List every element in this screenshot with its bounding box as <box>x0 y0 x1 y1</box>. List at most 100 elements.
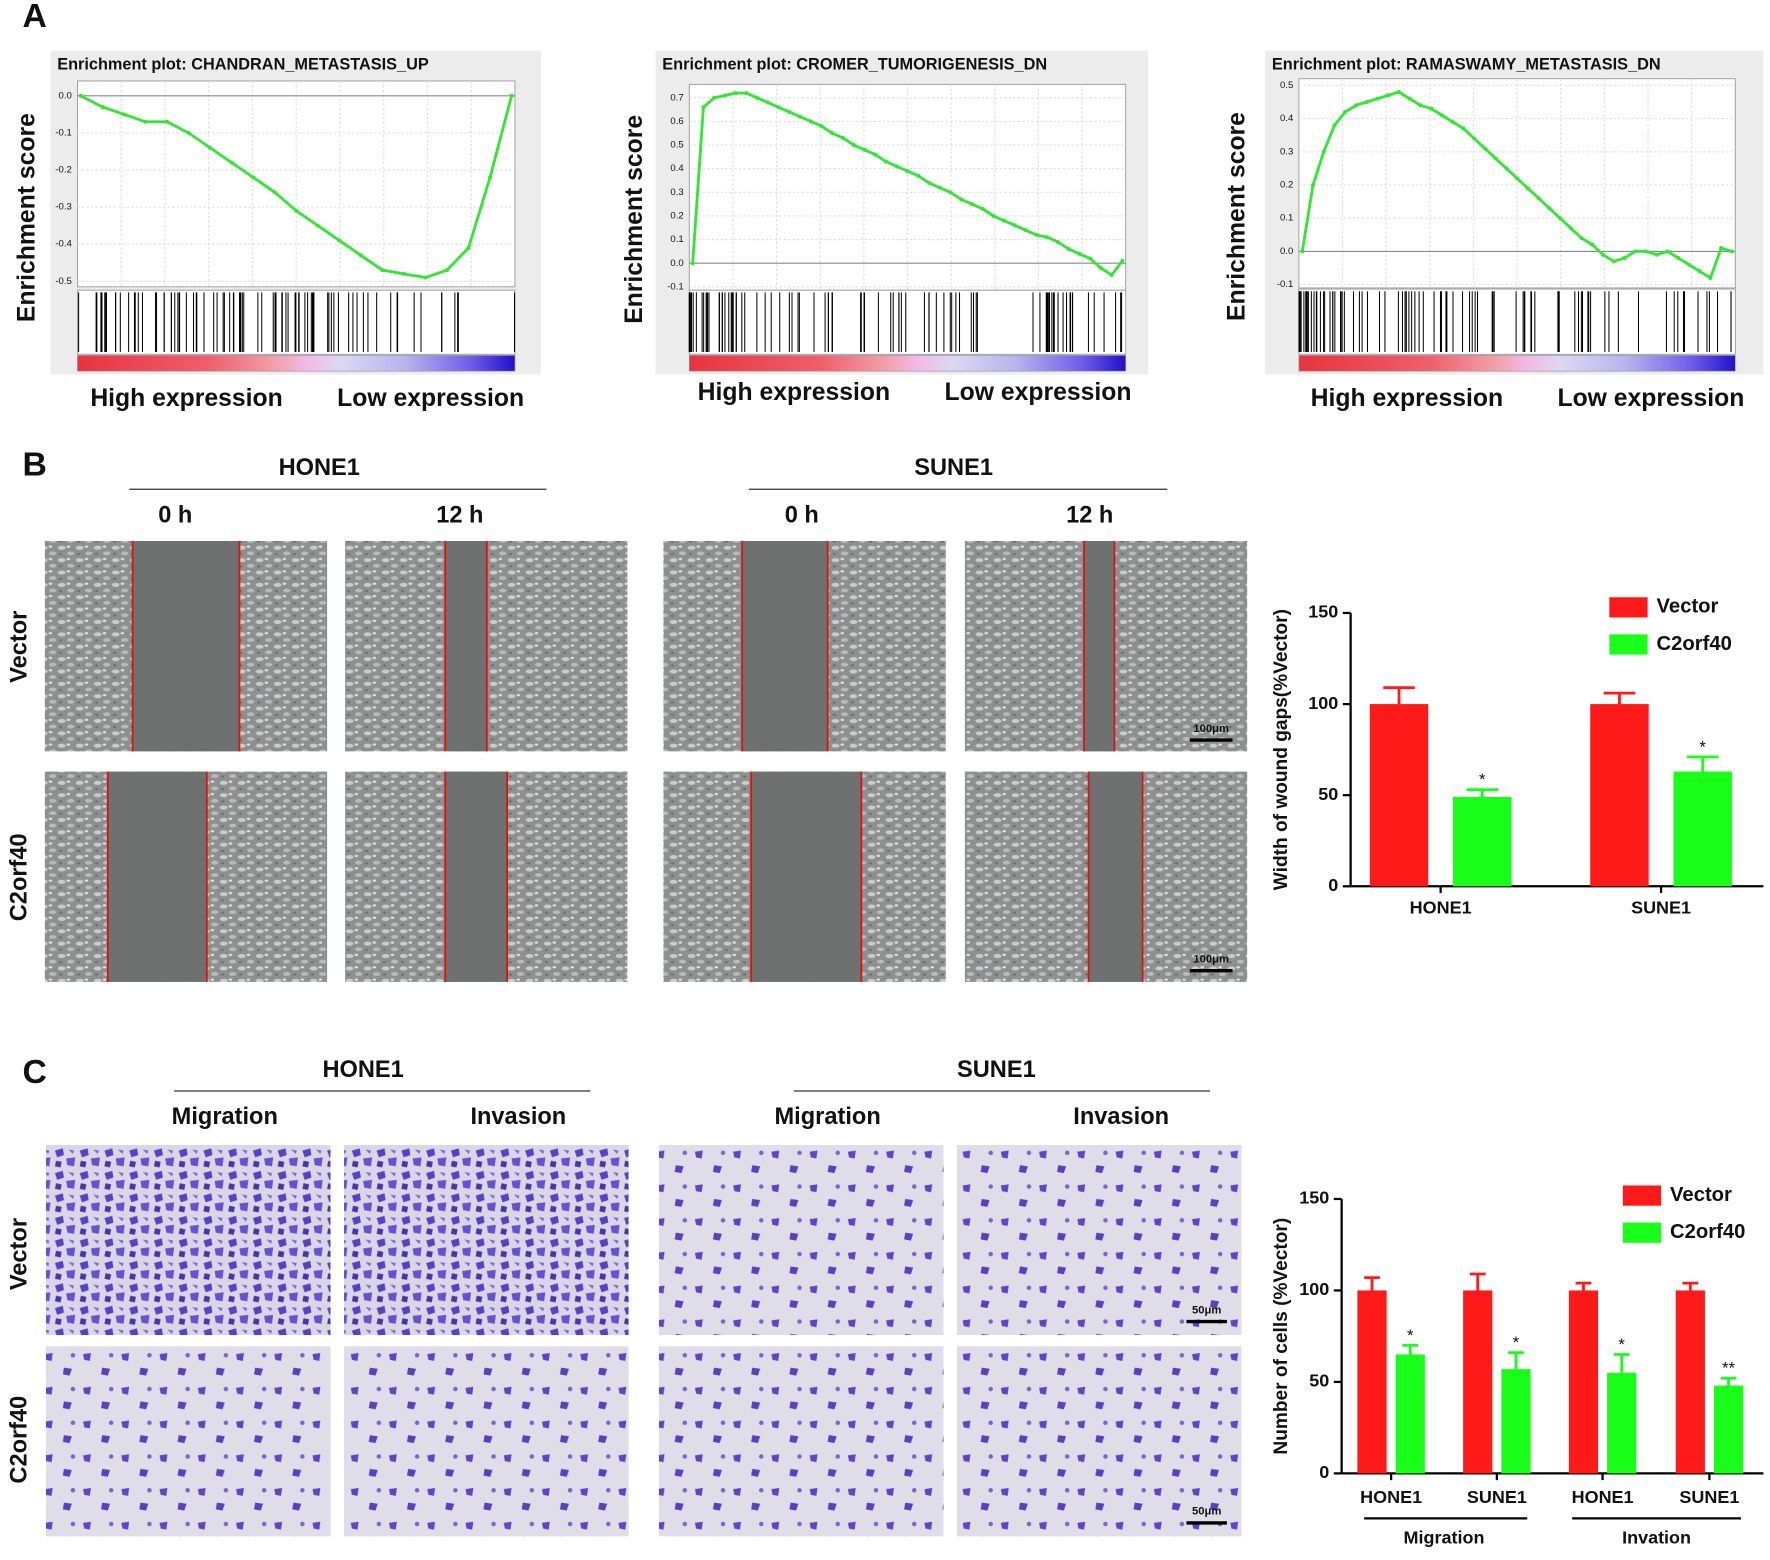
y-tick-label: -0.2 <box>55 165 71 176</box>
curve-point <box>776 105 781 110</box>
legend-swatch <box>1622 1222 1662 1243</box>
y-tick-label: 0.1 <box>1280 213 1293 224</box>
ranked-list-bar <box>1298 355 1736 372</box>
curve-point <box>466 245 471 250</box>
bar <box>1463 1290 1493 1474</box>
scale-bar-label: 100μm <box>1193 953 1229 965</box>
micrograph <box>344 1144 629 1336</box>
assay-label: Migration <box>172 1104 278 1130</box>
curve-point <box>208 145 213 150</box>
curve-point <box>1407 96 1412 101</box>
y-tick-label: 150 <box>1308 602 1338 622</box>
wound-gap <box>132 540 240 752</box>
curve-point <box>1676 256 1681 261</box>
y-tick-label: 0.0 <box>59 90 72 101</box>
curve-point <box>186 130 191 135</box>
error-bar <box>1466 788 1499 798</box>
row-label: Vector <box>6 1218 32 1290</box>
curve-point <box>1547 206 1552 211</box>
curve-point <box>143 119 148 124</box>
curve-point <box>100 104 105 109</box>
curve-point <box>1558 216 1563 221</box>
bar <box>1501 1369 1531 1474</box>
scale-bar-label: 50μm <box>1192 1506 1221 1518</box>
legend-label: C2orf40 <box>1657 633 1732 655</box>
curve-point <box>1611 259 1616 264</box>
y-tick-label: 0.5 <box>1280 80 1293 91</box>
scale-bar-label: 50μm <box>1192 1304 1221 1316</box>
curve-point <box>937 185 942 190</box>
curve-point <box>423 275 428 280</box>
curve-point <box>1708 275 1713 280</box>
micrograph <box>956 1346 1242 1537</box>
y-tick-label: 0.0 <box>670 258 683 269</box>
rug-area <box>688 289 1127 355</box>
significance-label: * <box>1407 1326 1414 1345</box>
curve-point <box>294 208 299 213</box>
y-tick-label: 0.6 <box>670 116 683 127</box>
y-axis-label: Enrichment score <box>13 113 40 322</box>
micrograph <box>45 1144 331 1336</box>
y-axis-label: Enrichment score <box>1224 112 1251 321</box>
curve-point <box>712 95 717 100</box>
curve-point <box>894 164 899 169</box>
y-tick-label: 0.3 <box>1280 146 1293 157</box>
y-axis-label: Number of cells (%Vector) <box>1271 1218 1292 1455</box>
curve-point <box>272 190 277 195</box>
x-tick-label: HONE1 <box>1410 898 1472 918</box>
ranked-list-bar <box>77 355 516 372</box>
curve-point <box>1077 251 1082 256</box>
curve-point <box>315 223 320 228</box>
y-axis-label: Width of wound gaps(%Vector) <box>1271 609 1292 890</box>
ranked-list-bar <box>688 355 1127 372</box>
error-bar <box>1575 1281 1592 1291</box>
curve-point <box>1536 196 1541 201</box>
error-bar <box>1686 755 1719 772</box>
curve-point <box>337 238 342 243</box>
curve-point <box>1088 256 1093 261</box>
legend-label: Vector <box>1657 596 1719 618</box>
wound-gap <box>445 771 508 982</box>
curve-point <box>1002 218 1007 223</box>
x-annotation: High expression <box>90 385 282 412</box>
curve-point <box>1450 119 1455 124</box>
curve-point <box>1343 109 1348 114</box>
curve-point <box>1515 176 1520 181</box>
error-bar <box>1603 691 1636 705</box>
curve-point <box>1012 223 1017 228</box>
bar <box>1713 1385 1744 1474</box>
curve-point <box>1300 249 1305 254</box>
y-axis-label: Enrichment score <box>621 115 648 324</box>
y-tick-label: 50 <box>1309 1371 1329 1391</box>
curve-point <box>251 175 256 180</box>
curve-point <box>905 169 910 174</box>
curve-point <box>1719 246 1724 251</box>
x-annotation: High expression <box>1311 385 1503 412</box>
curve-point <box>1579 236 1584 241</box>
curve-point <box>1493 156 1498 161</box>
error-bar <box>1508 1351 1524 1370</box>
curve-point <box>1633 249 1638 254</box>
error-bar <box>1383 686 1415 705</box>
wound-gap <box>107 771 207 982</box>
curve-point <box>1729 249 1734 254</box>
curve-point <box>121 112 126 117</box>
wound-gap <box>1088 771 1143 982</box>
y-tick-label: -0.1 <box>667 281 683 292</box>
significance-label: * <box>1699 737 1706 756</box>
curve-point <box>1120 258 1125 263</box>
y-tick-label: 100 <box>1308 693 1338 713</box>
x-annotation: Low expression <box>1557 385 1744 412</box>
curve-point <box>733 91 738 96</box>
curve-point <box>1504 166 1509 171</box>
curve-point <box>444 268 449 273</box>
row-label: C2orf40 <box>6 833 32 921</box>
curve-point <box>1601 252 1606 257</box>
curve-point <box>1568 226 1573 231</box>
error-bar <box>1682 1281 1699 1291</box>
plot-title: Enrichment plot: CROMER_TUMORIGENESIS_DN <box>662 56 1047 74</box>
y-tick-label: 0 <box>1328 875 1338 895</box>
curve-point <box>1396 89 1401 95</box>
legend-label: Vector <box>1670 1184 1732 1206</box>
